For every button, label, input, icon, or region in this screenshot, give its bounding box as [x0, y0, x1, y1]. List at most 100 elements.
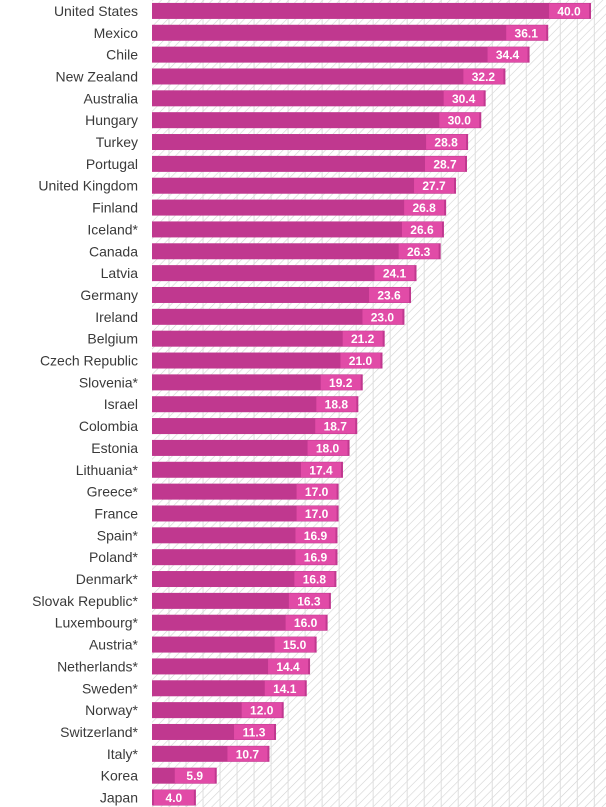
category-label: Korea	[101, 768, 139, 784]
value-label: 40.0	[557, 4, 581, 18]
bar	[152, 352, 383, 369]
value-label-box	[296, 505, 337, 521]
category-label: Netherlands*	[57, 658, 138, 674]
value-label: 18.0	[316, 441, 340, 455]
value-label-box	[439, 112, 480, 128]
category-label: Estonia	[91, 440, 138, 456]
bar	[152, 592, 331, 609]
category-label: Portugal	[86, 156, 138, 172]
bar	[152, 374, 363, 391]
bar	[152, 112, 482, 129]
bar	[152, 439, 350, 456]
category-label: Luxembourg*	[55, 615, 139, 631]
value-label-box	[274, 637, 315, 653]
category-label: Austria*	[89, 637, 139, 653]
bar	[152, 483, 339, 500]
value-label-box	[153, 790, 194, 806]
value-label: 28.8	[434, 136, 458, 150]
value-label-box	[241, 702, 282, 718]
bar	[152, 265, 417, 282]
category-label: Mexico	[94, 25, 139, 41]
value-label-box	[295, 527, 336, 543]
category-label: Belgium	[87, 331, 138, 347]
value-label: 11.3	[243, 725, 266, 739]
bars	[152, 2, 592, 806]
value-label: 19.2	[329, 376, 353, 390]
value-label-box	[549, 3, 590, 19]
value-label-box	[174, 768, 215, 784]
category-label: Turkey	[96, 134, 138, 150]
bar	[152, 571, 337, 588]
bar	[152, 243, 441, 260]
value-label: 18.7	[324, 420, 348, 434]
value-label-box	[227, 746, 268, 762]
bar	[152, 24, 549, 41]
value-label-box	[404, 200, 445, 216]
value-label: 26.8	[412, 201, 436, 215]
category-label: Italy*	[107, 746, 139, 762]
category-label: Iceland*	[87, 221, 138, 237]
category-label: Hungary	[85, 112, 138, 128]
category-label: Latvia	[101, 265, 139, 281]
bar	[152, 614, 328, 631]
category-label: Australia	[84, 90, 139, 106]
category-label: Japan	[100, 790, 138, 806]
bar	[152, 330, 385, 347]
value-label-box	[426, 134, 467, 150]
value-label-box	[320, 374, 361, 390]
value-label: 16.3	[297, 594, 321, 608]
category-labels: United States Mexico Chile New Zealand Austr…	[32, 3, 138, 806]
value-label-box	[487, 47, 528, 63]
value-label: 12.0	[250, 704, 274, 718]
category-label: Greece*	[87, 484, 139, 500]
category-label: Slovak Republic*	[32, 593, 138, 609]
category-label: Israel	[104, 396, 138, 412]
bar	[152, 199, 447, 216]
category-label: New Zealand	[56, 68, 139, 84]
category-label: Switzerland*	[60, 724, 138, 740]
value-label-box	[398, 243, 439, 259]
category-label: Spain*	[97, 527, 139, 543]
category-label: United Kingdom	[38, 178, 138, 194]
bar	[152, 461, 343, 478]
category-label: Germany	[80, 287, 138, 303]
value-label: 24.1	[383, 267, 407, 281]
bar	[152, 90, 486, 107]
category-label: Poland*	[89, 549, 139, 565]
value-label-box	[369, 287, 410, 303]
value-label: 32.2	[472, 70, 496, 84]
value-label-box	[414, 178, 455, 194]
bar	[152, 286, 412, 303]
bar	[152, 177, 457, 194]
value-label: 10.7	[236, 747, 260, 761]
value-label: 15.0	[283, 638, 307, 652]
value-label: 17.0	[305, 485, 329, 499]
value-label: 30.0	[448, 114, 472, 128]
value-label: 5.9	[186, 769, 203, 783]
category-label: Canada	[89, 243, 138, 259]
value-label-box	[234, 724, 275, 740]
value-label-box	[316, 396, 357, 412]
category-label: Norway*	[85, 702, 138, 718]
value-labels: 40.0 36.1 34.432.2 30.4 30.0 28.8 28.7 27.7 26.8…	[153, 3, 590, 806]
value-label: 17.0	[305, 507, 329, 521]
value-label: 16.9	[304, 551, 328, 565]
value-label-box	[340, 353, 381, 369]
value-label: 27.7	[422, 179, 446, 193]
value-label-box	[315, 418, 356, 434]
value-label: 21.0	[349, 354, 373, 368]
bar	[152, 155, 467, 172]
value-label: 26.3	[407, 245, 431, 259]
category-label: Colombia	[79, 418, 138, 434]
bar	[152, 549, 338, 566]
value-label: 16.0	[294, 616, 318, 630]
bar	[152, 396, 359, 413]
value-label: 4.0	[166, 791, 183, 805]
value-label-box	[342, 331, 383, 347]
bar	[152, 505, 339, 522]
value-label: 18.8	[325, 398, 349, 412]
value-label: 17.4	[309, 463, 333, 477]
bar	[152, 46, 530, 63]
value-label-box	[294, 571, 335, 587]
